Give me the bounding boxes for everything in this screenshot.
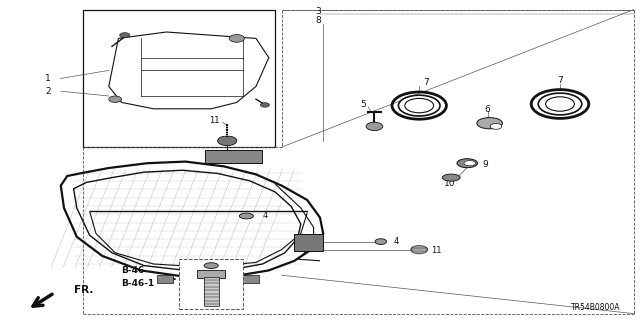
Text: B-46-1: B-46-1	[122, 279, 155, 288]
Bar	[83, 10, 275, 147]
Text: 5: 5	[361, 100, 366, 109]
Circle shape	[366, 122, 383, 131]
Ellipse shape	[239, 213, 253, 219]
Text: 2: 2	[45, 87, 51, 96]
Ellipse shape	[477, 118, 502, 129]
Circle shape	[120, 33, 130, 38]
Ellipse shape	[490, 124, 502, 129]
Text: 3: 3	[316, 7, 321, 16]
Circle shape	[260, 103, 269, 107]
Circle shape	[109, 96, 122, 102]
Bar	[157, 275, 173, 283]
Circle shape	[229, 35, 244, 42]
Ellipse shape	[398, 95, 440, 116]
Text: TR54B0800A: TR54B0800A	[572, 303, 621, 312]
Bar	[243, 275, 259, 283]
Text: 4: 4	[394, 237, 399, 246]
Text: 8: 8	[316, 16, 321, 25]
Text: 1: 1	[45, 74, 51, 83]
Text: 7: 7	[423, 78, 428, 87]
Text: 4: 4	[262, 212, 268, 220]
Text: 10: 10	[444, 179, 455, 188]
Ellipse shape	[375, 239, 387, 244]
Text: B-46: B-46	[122, 266, 145, 275]
Bar	[294, 234, 323, 251]
Ellipse shape	[538, 93, 582, 115]
Text: 11: 11	[431, 246, 441, 255]
Ellipse shape	[464, 161, 476, 166]
Circle shape	[218, 136, 237, 146]
Bar	[179, 259, 243, 309]
Text: 11: 11	[209, 116, 220, 124]
Bar	[205, 150, 262, 163]
Text: FR.: FR.	[74, 284, 93, 295]
Bar	[197, 270, 225, 278]
Text: 9: 9	[482, 160, 488, 169]
Bar	[204, 277, 219, 306]
Ellipse shape	[457, 159, 477, 168]
Text: 4: 4	[227, 261, 232, 270]
Text: 6: 6	[485, 105, 490, 114]
Ellipse shape	[442, 174, 460, 181]
Text: 7: 7	[557, 76, 563, 84]
Circle shape	[411, 245, 428, 254]
Ellipse shape	[204, 263, 218, 268]
